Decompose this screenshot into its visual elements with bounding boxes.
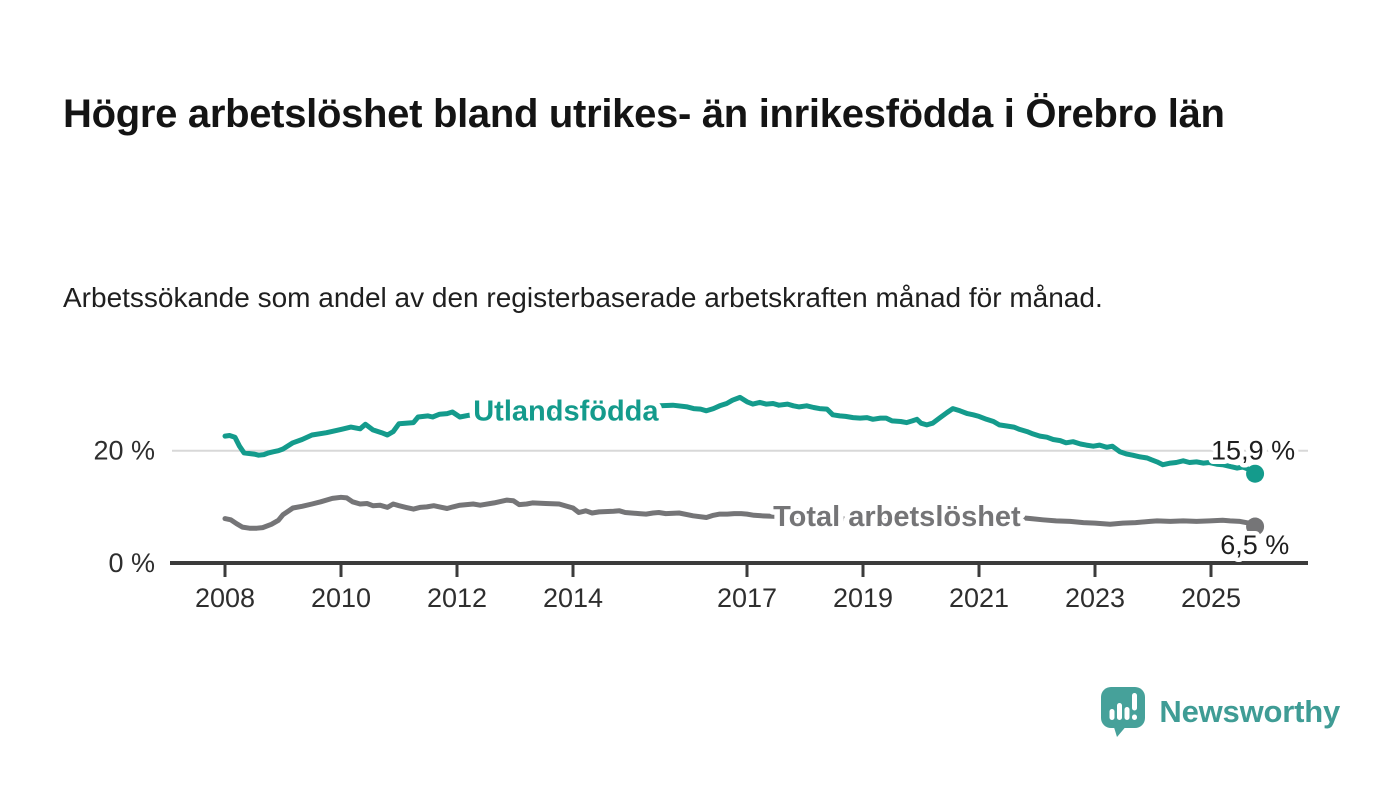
newsworthy-logo: Newsworthy <box>1100 686 1340 738</box>
x-tick-label-2010: 2010 <box>311 583 371 613</box>
chart-subtitle: Arbetssökande som andel av den registerb… <box>63 282 1103 313</box>
x-tick-label-2017: 2017 <box>717 583 777 613</box>
y-tick-label-20: 20 % <box>93 436 155 466</box>
x-tick-label-2025: 2025 <box>1181 583 1241 613</box>
y-tick-label-0: 0 % <box>108 548 155 578</box>
series-end-dot-total-arbetsl-shet <box>1246 517 1265 536</box>
x-tick-label-2019: 2019 <box>833 583 893 613</box>
newsworthy-logo-text: Newsworthy <box>1159 694 1340 729</box>
end-value-label-utlandsf-dda: 15,9 % <box>1211 436 1295 466</box>
end-value-label-total-arbetsl-shet: 6,5 % <box>1220 530 1289 560</box>
series-end-dot-utlandsf-dda <box>1246 464 1265 483</box>
x-tick-label-2014: 2014 <box>543 583 603 613</box>
x-tick-label-2023: 2023 <box>1065 583 1125 613</box>
newsworthy-logo-icon <box>1101 687 1146 737</box>
page-title: Högre arbetslöshet bland utrikes- än inr… <box>63 91 1225 136</box>
series-line-total-arbetsl-shet <box>222 494 1258 531</box>
series-line-utlandsf-dda <box>222 394 1258 477</box>
x-tick-label-2012: 2012 <box>427 583 487 613</box>
series-label-utlandsf-dda: Utlandsfödda <box>473 395 659 427</box>
x-tick-label-2021: 2021 <box>949 583 1009 613</box>
series-label-total-arbetsl-shet: Total arbetslöshet <box>773 501 1021 533</box>
x-tick-label-2008: 2008 <box>195 583 255 613</box>
